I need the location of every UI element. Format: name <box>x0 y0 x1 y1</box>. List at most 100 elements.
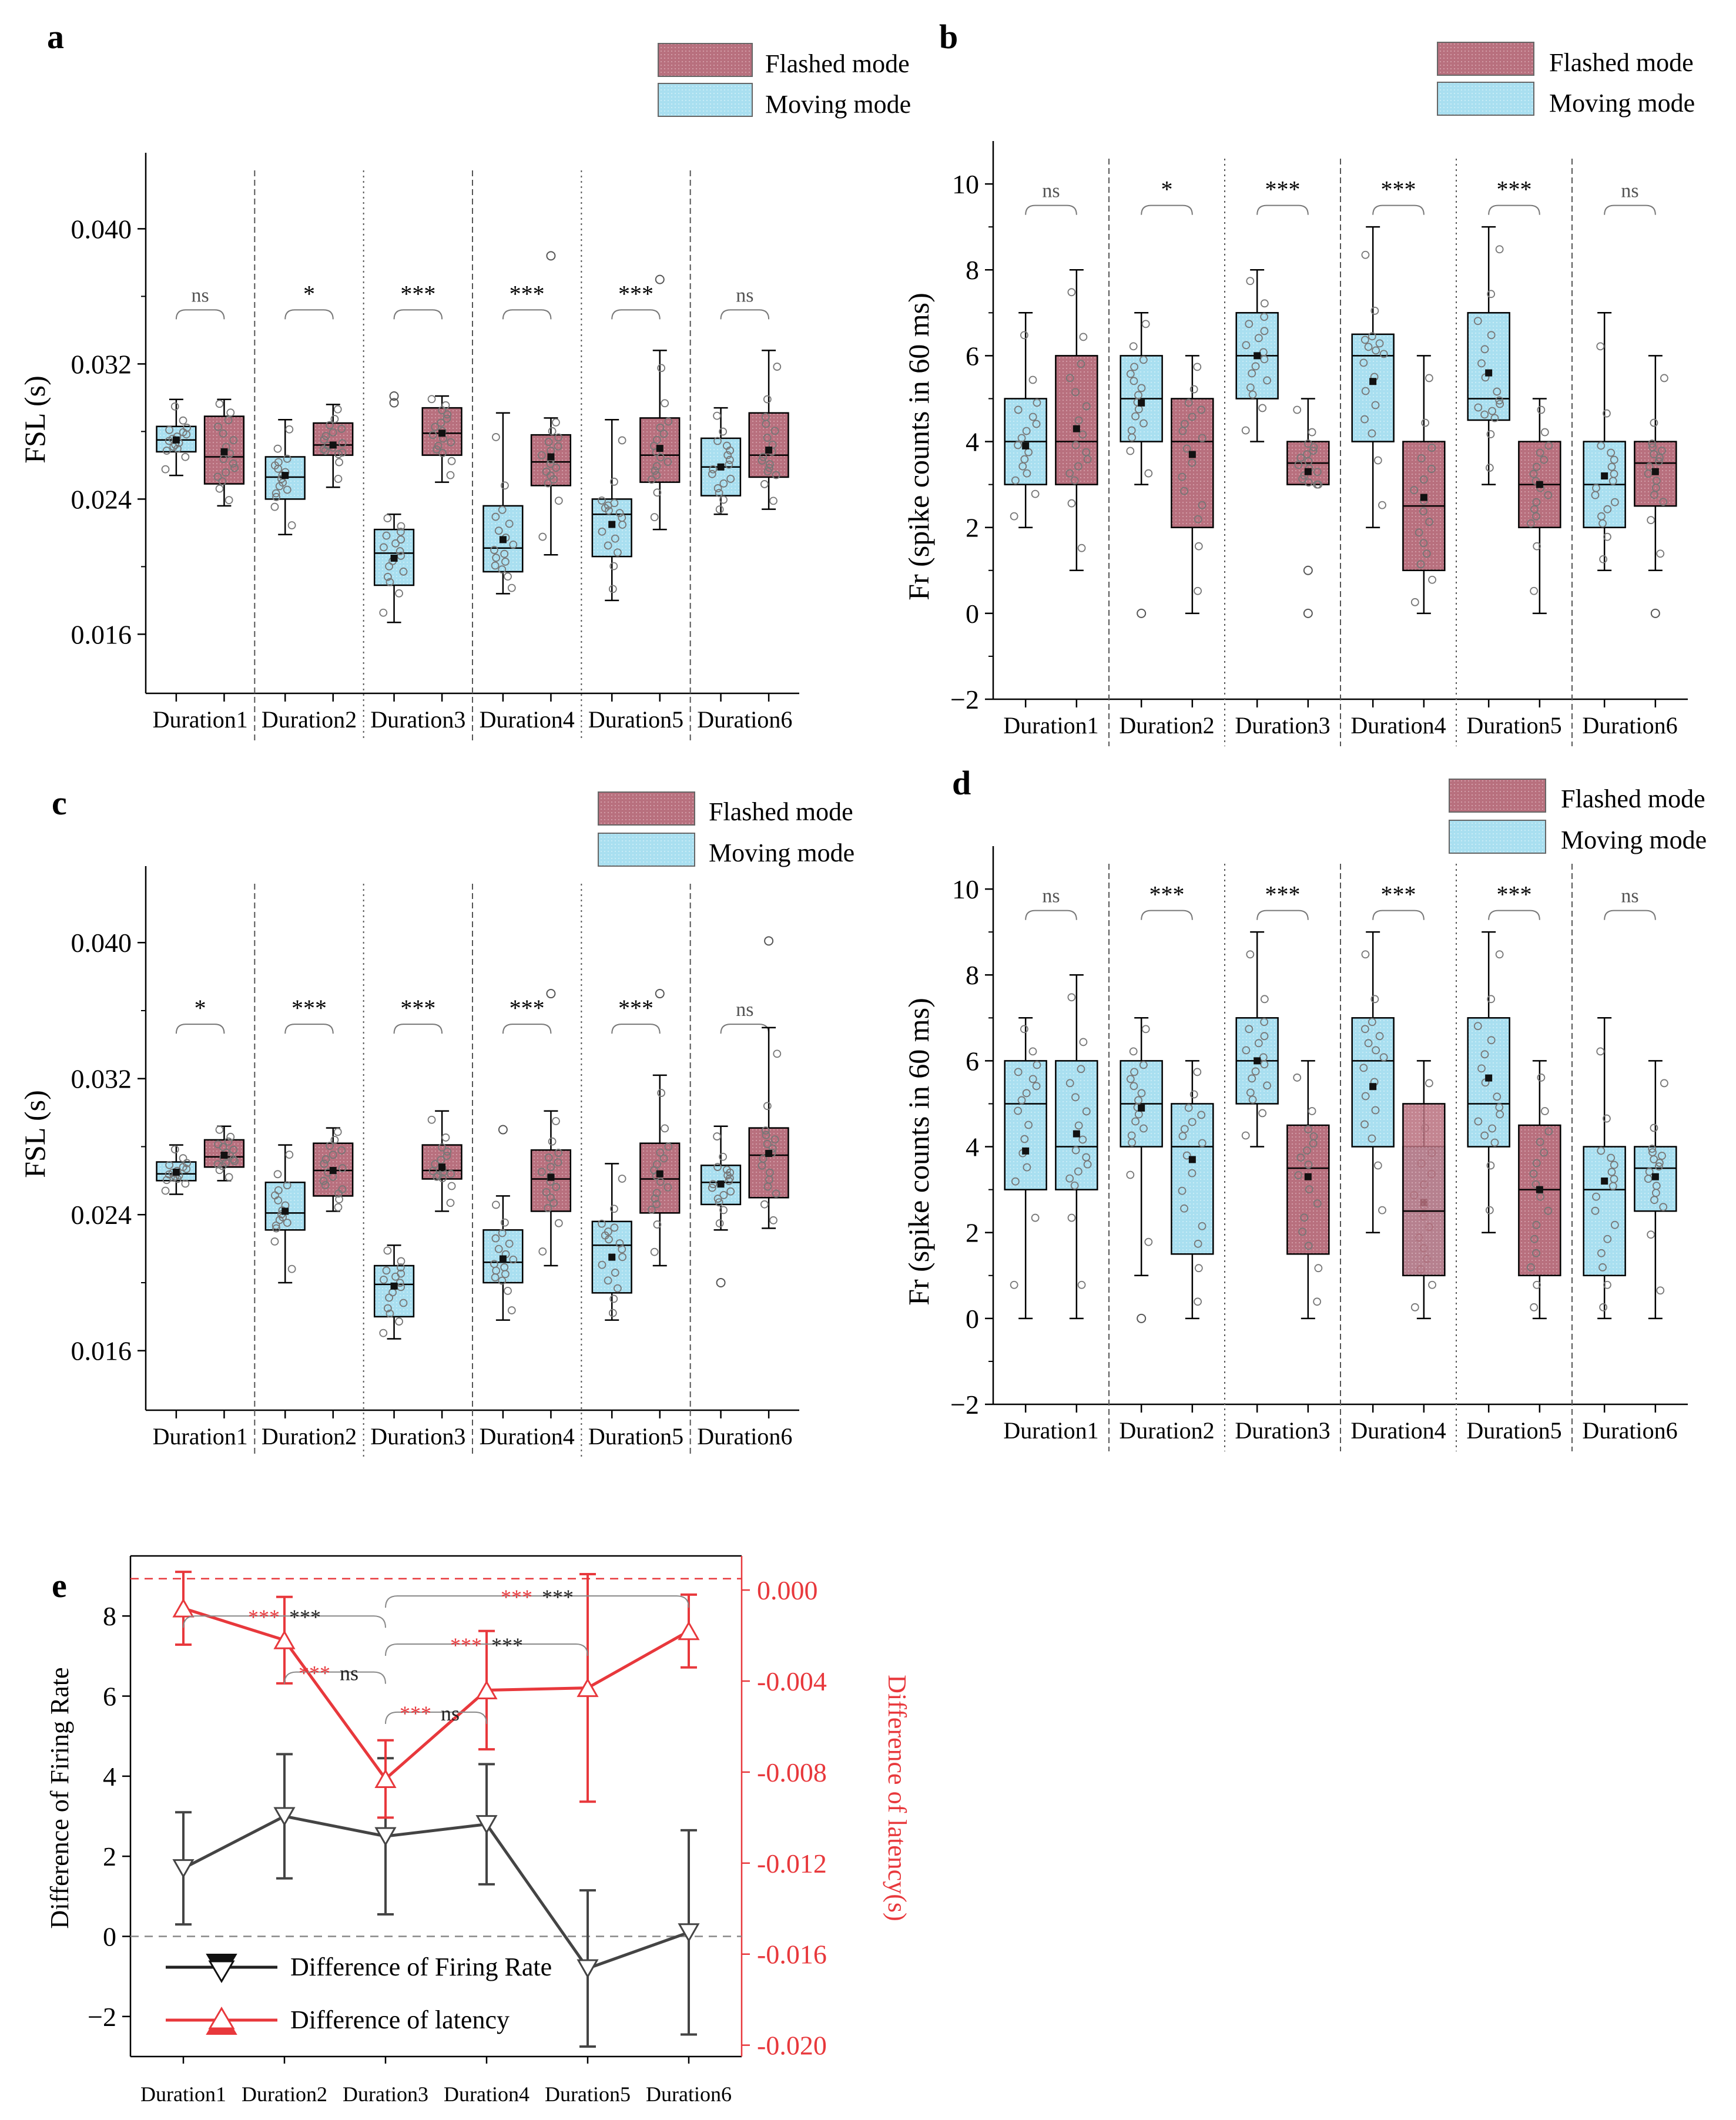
significance-bracket <box>1141 204 1193 215</box>
data-point <box>224 1173 233 1182</box>
data-point <box>338 1164 347 1173</box>
data-point <box>1544 1206 1553 1215</box>
data-point <box>725 460 733 469</box>
data-point <box>1485 1206 1494 1215</box>
data-point <box>760 1200 769 1209</box>
data-point <box>1597 1249 1606 1257</box>
mean-marker <box>1254 1057 1261 1065</box>
data-point <box>713 437 722 445</box>
outlier-point <box>1137 1313 1147 1323</box>
data-point <box>272 489 280 498</box>
data-point <box>274 458 283 467</box>
data-point <box>321 447 330 455</box>
data-point <box>538 532 547 541</box>
x-tick-label: Duration4 <box>480 706 575 733</box>
data-point <box>1246 1088 1255 1097</box>
data-point <box>338 1185 347 1194</box>
data-point <box>1028 375 1037 384</box>
y-tick-label: 0.016 <box>71 1336 132 1366</box>
significance-bracket <box>1372 204 1425 215</box>
data-point <box>1241 426 1250 435</box>
data-point <box>1194 586 1202 595</box>
mean-marker <box>329 1166 337 1174</box>
data-point <box>1014 405 1023 414</box>
data-point <box>1368 1134 1376 1143</box>
legend-swatch-moving <box>1437 82 1534 116</box>
data-point <box>1131 1117 1140 1126</box>
x-tick-label: Duration3 <box>1235 1417 1330 1444</box>
data-point <box>1656 1286 1665 1295</box>
data-point <box>329 1150 337 1159</box>
data-point <box>181 452 190 461</box>
data-point <box>1487 331 1496 340</box>
mean-marker <box>1254 352 1261 360</box>
data-point <box>1544 1127 1553 1136</box>
data-point <box>229 459 237 468</box>
data-point <box>1077 544 1086 552</box>
data-point <box>396 528 405 536</box>
data-point <box>1260 327 1269 336</box>
data-point <box>1428 575 1436 584</box>
legend-label-flashed: Flashed mode <box>765 49 910 78</box>
data-point <box>1184 1103 1193 1112</box>
significance-label: *** <box>510 280 545 307</box>
significance-bracket <box>1025 910 1077 920</box>
data-point <box>656 1148 665 1157</box>
data-point <box>1259 348 1268 357</box>
data-point <box>763 467 772 476</box>
comparison-bracket <box>183 1615 386 1628</box>
data-point <box>1529 1169 1538 1178</box>
data-point <box>1533 1280 1541 1289</box>
data-point <box>1370 995 1379 1004</box>
data-point <box>1648 1145 1657 1153</box>
data-point <box>1308 428 1316 437</box>
series-line <box>182 1814 689 1971</box>
data-point <box>1474 1117 1483 1126</box>
data-point <box>1258 1109 1267 1118</box>
data-point <box>338 448 347 457</box>
data-point <box>768 1144 777 1153</box>
data-point <box>334 475 343 483</box>
box-moving <box>264 1181 306 1231</box>
data-point <box>1248 1074 1256 1083</box>
data-point <box>319 1176 328 1185</box>
data-point <box>1658 1152 1666 1160</box>
data-point <box>1197 1111 1206 1119</box>
data-point <box>1014 1068 1023 1076</box>
data-point <box>726 1187 735 1196</box>
data-point <box>272 1221 280 1230</box>
data-point <box>1531 477 1540 485</box>
significance-label: ns <box>192 284 209 306</box>
y-tick-label-right: 0.000 <box>757 1575 818 1605</box>
data-point <box>719 479 728 488</box>
data-point <box>1425 1079 1433 1088</box>
data-point <box>501 1218 509 1227</box>
series-marker <box>172 1598 195 1618</box>
data-point <box>1246 950 1255 959</box>
significance-bracket <box>1141 910 1193 920</box>
data-point <box>1658 447 1666 455</box>
data-point <box>1368 429 1376 438</box>
data-point <box>283 1181 291 1190</box>
significance-label: * <box>1161 176 1173 203</box>
significance-label-firing: ns <box>441 1702 460 1725</box>
data-point <box>1028 412 1037 421</box>
data-point <box>656 453 665 462</box>
data-point <box>1360 1120 1369 1129</box>
significance-bracket <box>1488 910 1540 920</box>
data-point <box>1296 454 1305 462</box>
data-point <box>650 1247 659 1256</box>
panel-b: b Flashed mode Moving mode Fr (spike cou… <box>902 18 1695 746</box>
data-point <box>1603 1114 1611 1123</box>
x-tick-label: Duration3 <box>370 706 465 733</box>
mean-marker <box>390 1282 398 1290</box>
data-point <box>656 423 665 432</box>
data-point <box>1178 1132 1187 1140</box>
panel-c: c Flashed mode Moving mode FSL (s) 0.016… <box>18 784 854 1457</box>
data-point <box>1140 419 1148 428</box>
data-point <box>1309 443 1318 451</box>
data-point <box>552 1183 561 1191</box>
data-point <box>554 442 562 451</box>
data-point <box>490 1260 498 1268</box>
